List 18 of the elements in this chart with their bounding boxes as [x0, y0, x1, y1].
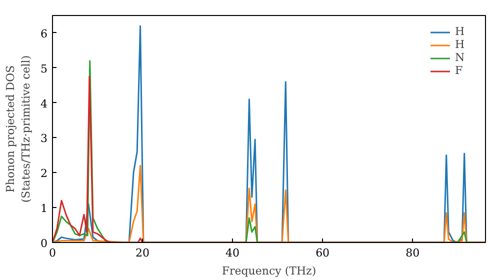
- legend-label: F: [455, 64, 464, 77]
- x-axis-title: Frequency (THz): [222, 264, 316, 278]
- legend-label: H: [455, 25, 466, 38]
- legend-label: N: [455, 51, 466, 64]
- x-tick-label: 20: [136, 246, 150, 260]
- y-axis-title: Phonon projected DOS (States/THz·primitive cell): [4, 55, 32, 203]
- y-tick-label: 2: [40, 167, 48, 180]
- x-tick-label: 80: [406, 246, 420, 260]
- y-tick-label: 5: [40, 62, 48, 76]
- x-tick-label: 60: [316, 246, 330, 260]
- x-tick-label: 0: [49, 246, 56, 260]
- y-tick-label: 4: [40, 97, 48, 110]
- y-tick-label: 3: [40, 132, 48, 146]
- y-tick-label: 0: [40, 237, 48, 250]
- y-tick-label: 1: [40, 202, 48, 216]
- x-tick-label: 40: [226, 246, 240, 260]
- y-tick-label: 6: [40, 27, 48, 40]
- legend-label: H: [455, 38, 466, 51]
